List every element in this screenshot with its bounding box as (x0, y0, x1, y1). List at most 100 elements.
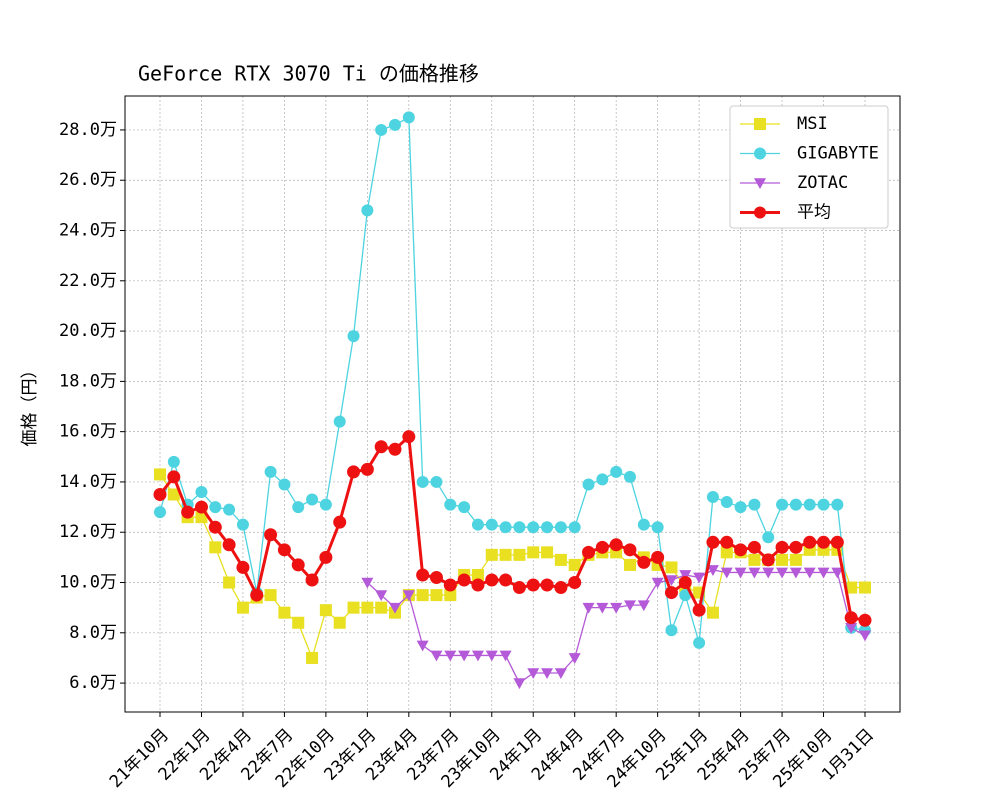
marker (347, 601, 360, 614)
marker (734, 567, 747, 579)
y-tick-label: 20.0万 (59, 321, 117, 341)
marker (292, 501, 305, 514)
marker (831, 498, 844, 511)
marker (513, 548, 526, 561)
marker (706, 565, 719, 576)
series-line (159, 474, 865, 660)
marker (754, 206, 766, 219)
marker (679, 589, 692, 602)
marker (527, 668, 540, 680)
marker (762, 531, 775, 544)
marker (499, 573, 513, 587)
marker (776, 553, 789, 566)
marker (624, 558, 636, 571)
marker (637, 600, 650, 612)
marker (693, 636, 706, 649)
marker (194, 500, 208, 514)
series-line (159, 116, 866, 644)
marker (748, 567, 761, 579)
y-tick-label: 12.0万 (59, 522, 117, 542)
marker (222, 538, 236, 552)
marker (471, 518, 484, 531)
marker (761, 553, 775, 567)
marker (692, 603, 706, 617)
series (153, 430, 872, 627)
plot-frame (124, 95, 901, 713)
marker (416, 475, 429, 488)
marker (513, 521, 526, 534)
marker (167, 488, 180, 501)
marker (347, 330, 360, 343)
marker (361, 577, 374, 589)
marker (859, 630, 871, 642)
x-tick-label: 21年10月 (106, 725, 173, 792)
marker (319, 498, 332, 511)
marker (416, 589, 429, 602)
marker (831, 567, 844, 579)
marker (540, 578, 554, 592)
marker (859, 581, 871, 594)
legend-label: 平均 (797, 203, 831, 223)
marker (361, 601, 374, 614)
marker (554, 553, 567, 566)
marker (541, 668, 554, 680)
marker (720, 496, 733, 509)
legend-label: MSI (797, 114, 828, 134)
marker (568, 521, 581, 534)
marker (513, 678, 526, 690)
marker (154, 468, 166, 481)
marker (471, 650, 484, 662)
marker (375, 590, 388, 602)
marker (541, 521, 554, 534)
chart-title: GeForce RTX 3070 Ti の価格推移 (138, 62, 479, 86)
marker (651, 577, 664, 589)
marker (624, 600, 636, 612)
marker (754, 178, 766, 189)
marker (541, 546, 554, 559)
marker (554, 521, 567, 534)
series-line (366, 569, 866, 685)
marker (277, 543, 291, 557)
marker (458, 650, 471, 662)
marker (443, 578, 457, 592)
marker (471, 568, 484, 581)
y-axis-label: 価格（円） (20, 362, 40, 447)
marker (817, 498, 830, 511)
marker (610, 602, 623, 614)
marker (568, 558, 581, 571)
legend-box (729, 105, 889, 229)
marker (623, 543, 637, 557)
marker (693, 572, 706, 584)
y-tick-label: 22.0万 (59, 271, 117, 291)
marker (333, 515, 347, 529)
marker (845, 622, 858, 634)
marker (375, 123, 388, 136)
marker (430, 475, 443, 488)
marker (762, 567, 775, 579)
marker (458, 501, 471, 514)
marker (236, 560, 250, 574)
marker (306, 493, 319, 506)
marker (402, 111, 415, 124)
marker (499, 548, 512, 561)
marker (195, 511, 208, 524)
marker (789, 567, 802, 579)
y-tick-label: 6.0万 (69, 673, 117, 693)
marker (789, 540, 803, 554)
marker (264, 528, 278, 542)
marker (264, 589, 277, 602)
marker (596, 473, 609, 486)
marker (402, 590, 415, 602)
y-tick-label: 8.0万 (69, 623, 117, 643)
marker (582, 545, 596, 559)
marker (485, 573, 499, 587)
marker (416, 568, 430, 582)
marker (402, 430, 416, 444)
y-tick-label: 18.0万 (59, 371, 117, 391)
marker (209, 541, 222, 554)
marker (429, 570, 443, 584)
y-tick-label: 28.0万 (59, 120, 117, 140)
marker (748, 498, 761, 511)
marker (720, 535, 734, 549)
